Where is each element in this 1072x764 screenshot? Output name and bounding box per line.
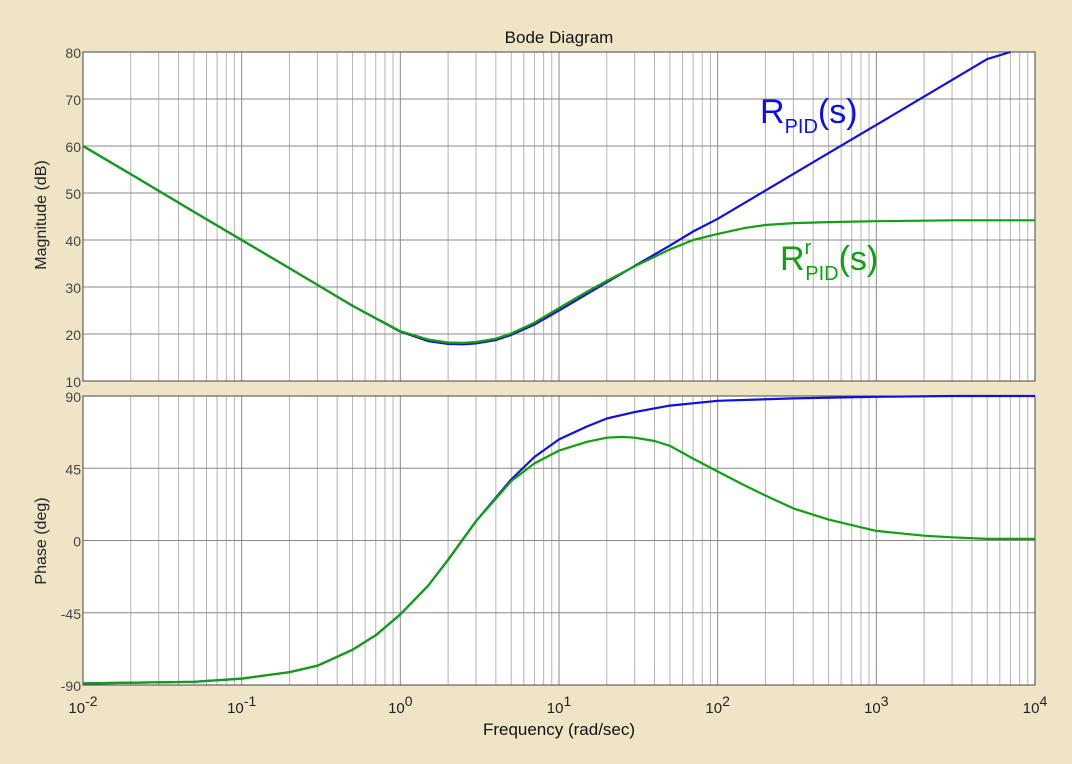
frequency-axis-label: Frequency (rad/sec) <box>483 720 635 739</box>
magnitude-series-line-2 <box>82 145 1035 344</box>
phase-axis-label: Phase (deg) <box>33 497 50 584</box>
magnitude-ytick-label: 80 <box>65 45 81 61</box>
xtick-label: 101 <box>547 693 572 717</box>
phase-ytick-label: 90 <box>65 389 81 405</box>
magnitude-ytick-label: 30 <box>65 280 81 296</box>
magnitude-ytick-label: 40 <box>65 233 81 249</box>
xtick-label: 100 <box>388 693 413 717</box>
phase-plot-frame <box>82 395 1036 686</box>
phase-ytick-label: 0 <box>73 534 81 550</box>
xtick-label: 103 <box>864 693 889 717</box>
phase-ytick-label: 45 <box>65 461 81 477</box>
magnitude-ytick-label: 20 <box>65 327 81 343</box>
phase-ytick-label: -90 <box>61 678 81 694</box>
xtick-label: 102 <box>705 693 730 717</box>
series-label-rpid: RPID(s) <box>760 93 858 138</box>
magnitude-ytick-label: 60 <box>65 139 81 155</box>
chart-title: Bode Diagram <box>505 28 614 47</box>
xtick-label: 104 <box>1023 693 1048 717</box>
magnitude-ytick-label: 10 <box>65 374 81 390</box>
xtick-label: 10-1 <box>227 693 256 717</box>
magnitude-plot-frame <box>82 51 1036 382</box>
phase-series-line-2 <box>82 435 1035 685</box>
magnitude-ytick-label: 70 <box>65 92 81 108</box>
magnitude-axis-label: Magnitude (dB) <box>33 160 50 269</box>
magnitude-ytick-label: 50 <box>65 186 81 202</box>
xtick-label: 10-2 <box>68 693 97 717</box>
phase-panel: -90 -45 0 45 90 <box>61 389 1036 694</box>
magnitude-panel: 10 20 30 40 50 60 70 80 <box>65 45 1036 390</box>
phase-ytick-label: -45 <box>61 606 81 622</box>
series-label-rpid-r: Rr PID(s) <box>780 237 878 285</box>
